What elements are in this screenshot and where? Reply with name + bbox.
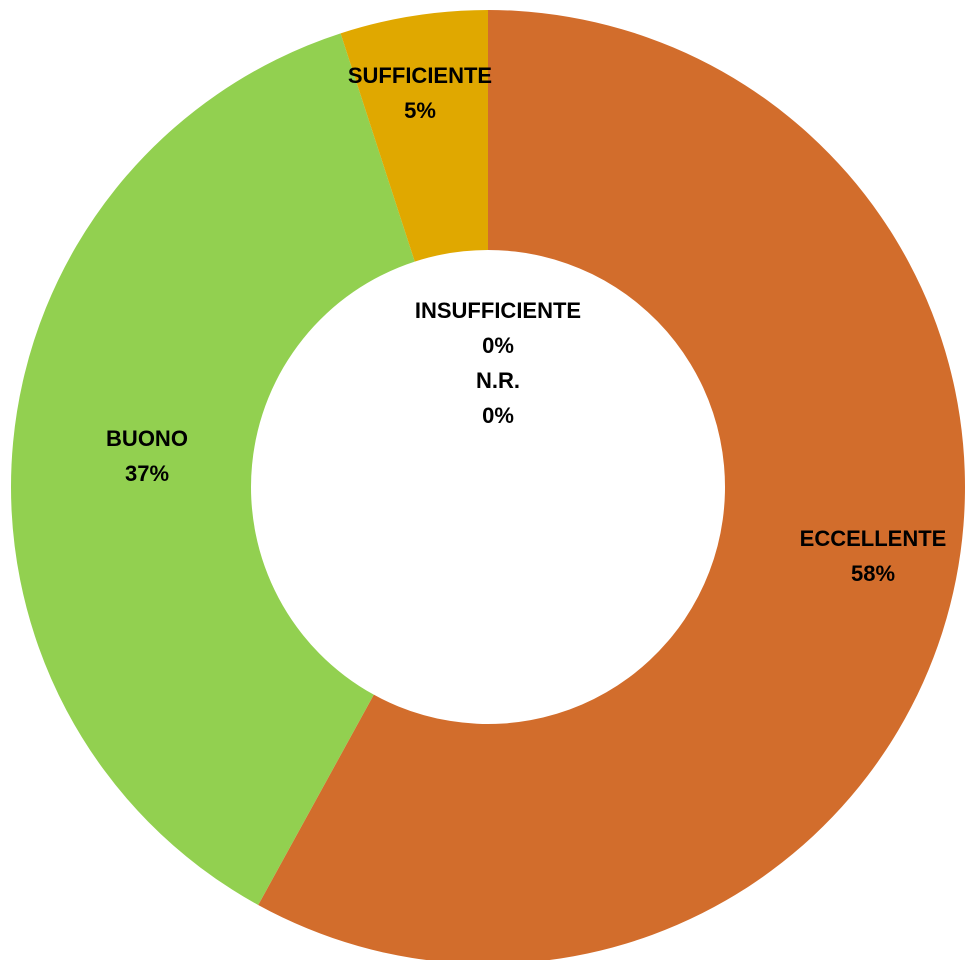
slice-label: N.R. <box>476 368 520 393</box>
slice-value-label: 58% <box>851 561 895 586</box>
slice-value-label: 0% <box>482 333 514 358</box>
slice <box>10 33 415 905</box>
slice-value-label: 37% <box>125 461 169 486</box>
slice-label: BUONO <box>106 426 188 451</box>
slice-value-label: 5% <box>404 98 436 123</box>
slice-value-label: 0% <box>482 403 514 428</box>
slice-label: ECCELLENTE <box>800 526 947 551</box>
slice-label: SUFFICIENTE <box>348 63 492 88</box>
slice-label: INSUFFICIENTE <box>415 298 581 323</box>
slice <box>340 10 488 262</box>
slice <box>258 10 965 960</box>
